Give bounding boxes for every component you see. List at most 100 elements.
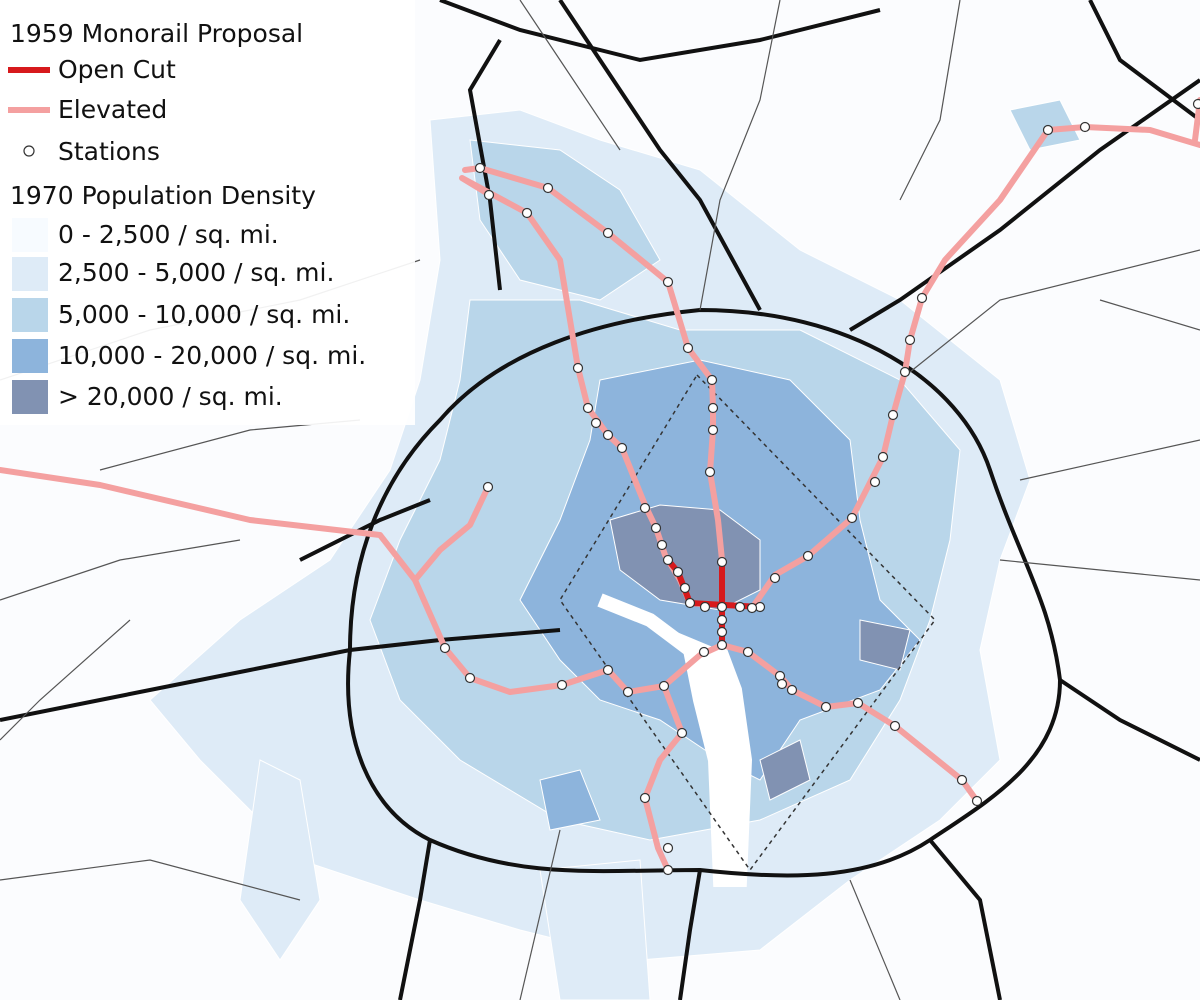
station (672, 566, 684, 578)
station (602, 227, 614, 239)
road (699, 0, 781, 311)
highway (678, 869, 702, 1000)
station (572, 362, 584, 374)
station (650, 522, 662, 534)
road (519, 0, 621, 151)
station (658, 680, 670, 692)
elevated-line (462, 165, 725, 563)
station (656, 539, 668, 551)
station (899, 366, 911, 378)
density-area (239, 759, 321, 961)
station (716, 626, 728, 638)
station (483, 189, 495, 201)
station (464, 672, 476, 684)
station (916, 292, 928, 304)
legend-station-swatch (23, 145, 35, 157)
density-label: 10,000 - 20,000 / sq. mi. (58, 341, 366, 370)
station (602, 429, 614, 441)
legend-background (0, 0, 415, 425)
station (887, 409, 899, 421)
station (716, 639, 728, 651)
station (716, 556, 728, 568)
highway (299, 498, 431, 562)
density-area (859, 619, 911, 671)
legend: 1959 Monorail Proposal Open Cut Elevated… (0, 0, 415, 425)
highway (558, 0, 762, 311)
legend-label: Stations (58, 137, 160, 166)
station (662, 842, 674, 854)
station (1079, 121, 1091, 133)
station (877, 451, 889, 463)
station (662, 276, 674, 288)
elevated-line (412, 484, 491, 583)
station (439, 642, 451, 654)
road (899, 249, 1200, 381)
density-swatch (12, 218, 48, 252)
highway (928, 838, 1002, 1000)
station (682, 342, 694, 354)
station (556, 679, 568, 691)
district-boundary (559, 373, 936, 872)
highway (439, 0, 881, 63)
density-area (1009, 99, 1081, 151)
station (769, 572, 781, 584)
density-label: 0 - 2,500 / sq. mi. (58, 220, 279, 249)
station (786, 684, 798, 696)
road (999, 559, 1200, 581)
density-swatch (12, 257, 48, 291)
station (662, 864, 674, 876)
density-legend-title: 1970 Population Density (10, 181, 316, 210)
station (679, 582, 691, 594)
station (852, 697, 864, 709)
river (597, 593, 753, 887)
station (542, 182, 554, 194)
density-label: 2,500 - 5,000 / sq. mi. (58, 258, 334, 287)
station (698, 646, 710, 658)
highway (1088, 0, 1200, 122)
density-area (539, 769, 601, 831)
road (0, 539, 241, 601)
elevated-line (0, 467, 725, 695)
station (1192, 98, 1200, 110)
density-swatch (12, 298, 48, 332)
station (684, 597, 696, 609)
legend-title: 1959 Monorail Proposal (10, 19, 303, 48)
station (889, 720, 901, 732)
station (716, 614, 728, 626)
station (676, 727, 688, 739)
density-area (759, 739, 811, 801)
station (704, 466, 716, 478)
station (734, 601, 746, 613)
station (662, 554, 674, 566)
station (716, 601, 728, 613)
highway (1058, 678, 1200, 762)
station (746, 602, 758, 614)
highway (0, 628, 561, 722)
station (820, 701, 832, 713)
station (707, 424, 719, 436)
station (971, 795, 983, 807)
legend-label: Open Cut (58, 55, 176, 84)
station (706, 374, 718, 386)
station (699, 601, 711, 613)
station (846, 512, 858, 524)
station (869, 476, 881, 488)
station (590, 417, 602, 429)
road (1099, 299, 1200, 331)
station (776, 678, 788, 690)
station (802, 550, 814, 562)
density-swatch (12, 339, 48, 373)
station (616, 442, 628, 454)
station (582, 402, 594, 414)
density-label: > 20,000 / sq. mi. (58, 382, 283, 411)
station (521, 207, 533, 219)
density-label: 5,000 - 10,000 / sq. mi. (58, 300, 350, 329)
road (899, 0, 961, 201)
elevated-line (642, 683, 685, 873)
density-area (539, 859, 651, 1000)
station-layer (439, 98, 1200, 876)
road (0, 859, 301, 901)
station (482, 481, 494, 493)
density-swatch (12, 380, 48, 414)
